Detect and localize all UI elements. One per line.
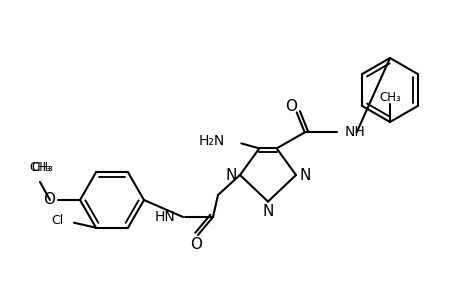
Text: N: N — [299, 167, 310, 182]
Text: CH₃: CH₃ — [378, 91, 400, 103]
Text: CH₃: CH₃ — [31, 161, 53, 174]
Text: O: O — [43, 193, 55, 208]
Text: N: N — [225, 167, 236, 182]
Text: Cl: Cl — [51, 214, 64, 227]
Text: CH₃: CH₃ — [29, 161, 51, 174]
Text: HN: HN — [154, 210, 174, 224]
Text: NH: NH — [344, 125, 364, 140]
Text: O: O — [190, 238, 202, 253]
Text: O: O — [284, 99, 296, 114]
Text: H₂N: H₂N — [199, 134, 225, 148]
Text: N: N — [262, 204, 273, 219]
